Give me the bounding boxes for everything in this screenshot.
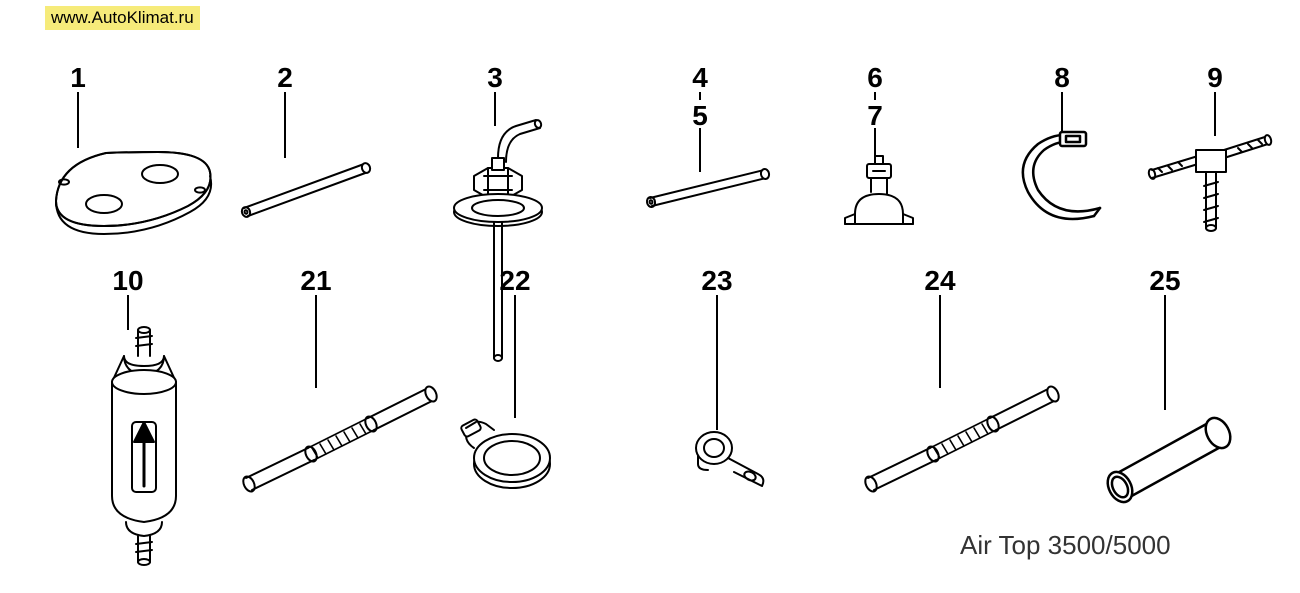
leader-21	[315, 295, 317, 388]
part-number-6: 6	[867, 62, 883, 94]
hose-clamp-drawing	[456, 408, 564, 498]
filter-drawing	[90, 326, 200, 566]
part-number-25: 25	[1149, 265, 1180, 297]
watermark: www.AutoKlimat.ru	[45, 6, 200, 30]
part-number-21: 21	[300, 265, 331, 297]
part-number-1: 1	[70, 62, 86, 94]
leader-6	[874, 92, 876, 100]
part-number-10: 10	[112, 265, 143, 297]
part-number-2: 2	[277, 62, 293, 94]
part-number-3: 3	[487, 62, 503, 94]
standpipe-drawing	[436, 118, 556, 370]
p-clip-drawing	[680, 422, 770, 492]
part-number-8: 8	[1054, 62, 1070, 94]
leader-23	[716, 295, 718, 430]
part-number-24: 24	[924, 265, 955, 297]
flex-21-drawing	[238, 378, 438, 498]
leader-1	[77, 92, 79, 148]
clamp-drawing	[835, 152, 925, 232]
leader-4	[699, 92, 701, 100]
model-title: Air Top 3500/5000	[960, 530, 1171, 561]
leader-2	[284, 92, 286, 158]
tee-drawing	[1146, 128, 1276, 238]
gasket-plate-drawing	[38, 146, 218, 236]
part-number-9: 9	[1207, 62, 1223, 94]
tube-5-drawing	[640, 162, 780, 212]
parts-diagram: www.AutoKlimat.ru 123456789102122232425	[0, 0, 1300, 593]
sleeve-drawing	[1098, 398, 1243, 502]
tube-2-drawing	[232, 150, 382, 220]
c-clip-drawing	[1008, 130, 1118, 230]
leader-10	[127, 295, 129, 330]
leader-25	[1164, 295, 1166, 410]
leader-24	[939, 295, 941, 388]
part-number-4: 4	[692, 62, 708, 94]
part-number-23: 23	[701, 265, 732, 297]
flex-24-drawing	[860, 378, 1060, 498]
